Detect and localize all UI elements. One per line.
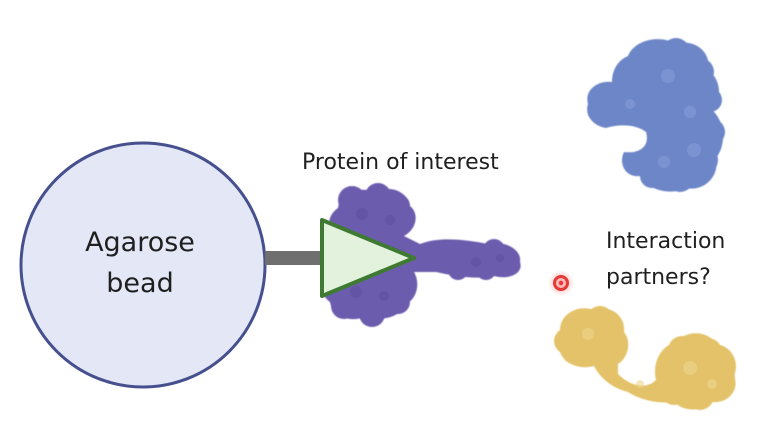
protein-of-interest-label: Protein of interest [302,150,499,175]
protein-of-interest [322,183,521,327]
protein-texture [350,208,504,301]
interaction-partner-yellow [554,306,736,410]
pointer-dot [548,270,574,296]
agarose-bead-label-line1: Agarose [85,227,195,258]
interaction-partners-label: Interaction partners? [606,224,725,296]
affinity-tag-triangle [320,218,416,298]
interaction-partner-blue [587,38,725,192]
agarose-bead-label-line2: bead [106,268,174,299]
partner-blue-texture [625,69,701,168]
interaction-partners-label-line2: partners? [606,265,711,290]
interaction-partners-label-line1: Interaction [606,229,726,254]
bead-linker [265,251,327,265]
agarose-bead-label: Agarose bead [40,222,240,304]
partner-yellow-texture [582,328,717,389]
